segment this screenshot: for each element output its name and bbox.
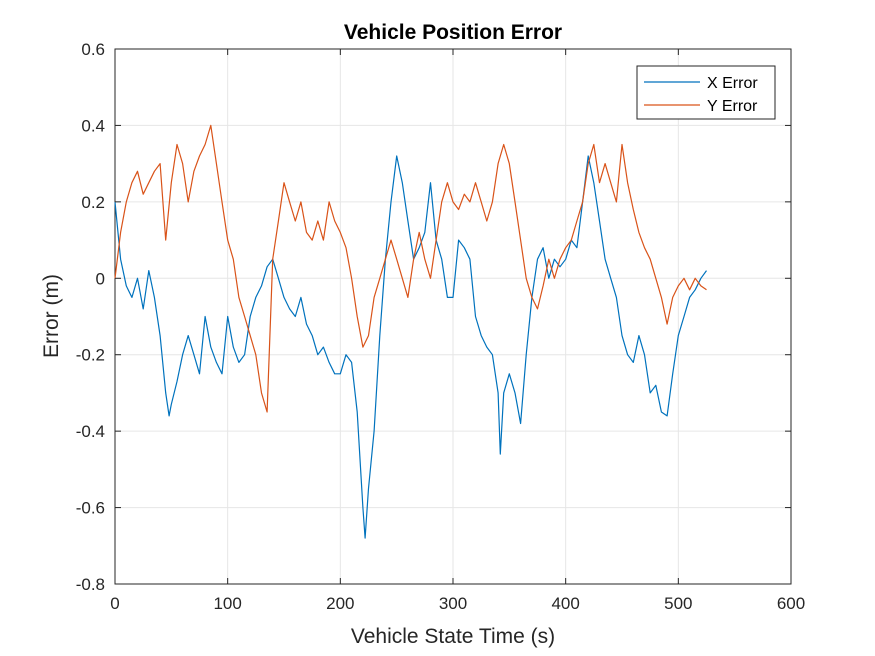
x-tick-label: 200 bbox=[326, 594, 354, 613]
x-axis-label: Vehicle State Time (s) bbox=[351, 625, 555, 648]
x-tick-label: 400 bbox=[551, 594, 579, 613]
y-error-line bbox=[114, 124, 707, 413]
x-error-line bbox=[114, 155, 707, 539]
y-axis-label: Error (m) bbox=[40, 274, 63, 358]
x-tick-label: 300 bbox=[439, 594, 467, 613]
legend-box bbox=[636, 65, 776, 120]
legend: X Error Y Error bbox=[636, 65, 776, 120]
y-tick-label: -0.4 bbox=[76, 422, 105, 441]
series-layer bbox=[114, 124, 707, 539]
y-tick-label: -0.2 bbox=[76, 346, 105, 365]
y-tick-label: -0.6 bbox=[76, 499, 105, 518]
y-tick-label: 0.6 bbox=[81, 40, 105, 59]
legend-label-y-error: Y Error bbox=[707, 98, 758, 115]
chart-title: Vehicle Position Error bbox=[344, 21, 562, 44]
y-tick-label: 0.4 bbox=[81, 116, 105, 135]
legend-label-x-error: X Error bbox=[707, 75, 758, 92]
x-tick-label: 0 bbox=[110, 594, 119, 613]
x-tick-label: 100 bbox=[213, 594, 241, 613]
y-tick-label: -0.8 bbox=[76, 575, 105, 594]
y-tick-label: 0 bbox=[96, 269, 105, 288]
y-tick-label: 0.2 bbox=[81, 193, 105, 212]
x-tick-label: 600 bbox=[777, 594, 805, 613]
x-tick-label: 500 bbox=[664, 594, 692, 613]
axis-ticks: 0 100 200 300 400 500 600 -0.8 -0.6 -0.4 -0.2 0 0.2 0… bbox=[76, 40, 805, 613]
